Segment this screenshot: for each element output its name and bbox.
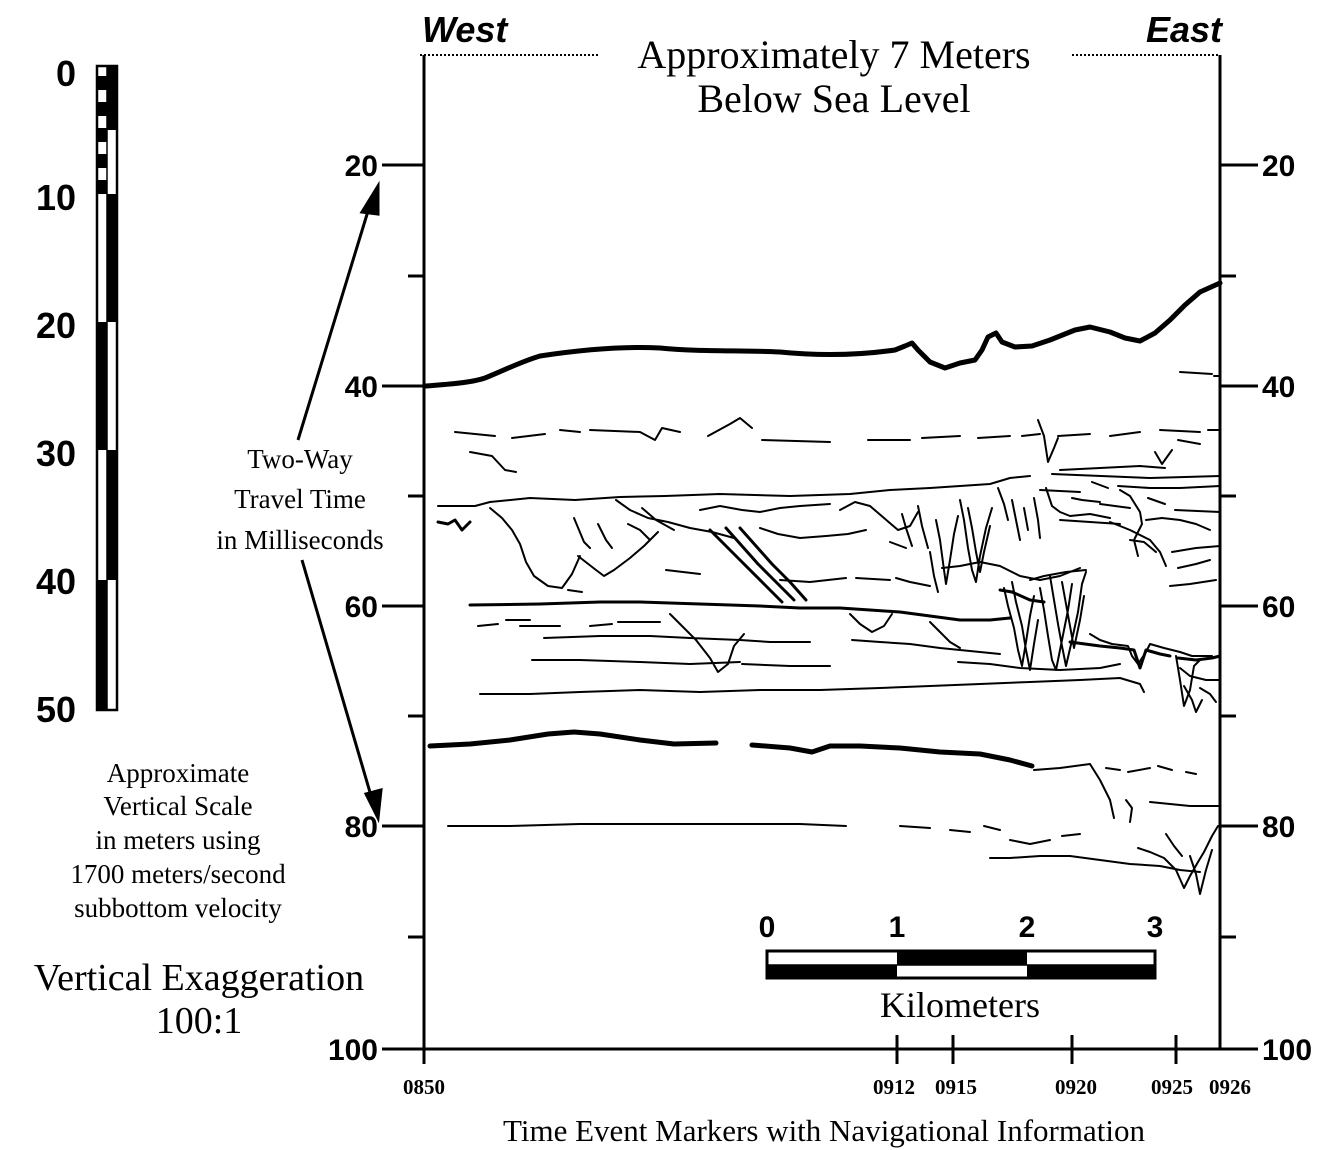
travel-time-tick-right: 60: [1262, 591, 1295, 624]
travel-time-tick-left: 40: [345, 371, 378, 404]
travel-time-tick-right: 20: [1262, 150, 1295, 183]
meter-caption-line: subbottom velocity: [74, 893, 282, 923]
meter-tick-10: 10: [36, 177, 76, 218]
travel-time-label-line: in Milliseconds: [216, 525, 383, 555]
exaggeration-ratio: 100:1: [156, 1000, 243, 1042]
time-marker-label: 0926: [1209, 1075, 1251, 1099]
travel-time-tick-left: 20: [345, 150, 378, 183]
exaggeration-label: Vertical Exaggeration: [34, 957, 364, 999]
travel-time-tick-left: 100: [328, 1034, 378, 1067]
meter-tick-40: 40: [36, 561, 76, 602]
travel-time-tick-left: 80: [345, 811, 378, 844]
travel-time-label-line: Two-Way: [247, 444, 353, 474]
km-unit-label: Kilometers: [880, 985, 1040, 1025]
meter-bar-segment: [97, 580, 107, 710]
meter-tick-0: 0: [56, 53, 76, 94]
km-tick: 1: [889, 911, 906, 944]
meter-tick-30: 30: [36, 433, 76, 474]
time-marker-label: 0912: [873, 1075, 915, 1099]
travel-time-tick-right: 80: [1262, 811, 1295, 844]
travel-time-label-line: Travel Time: [234, 484, 366, 514]
meter-scale: [95, 64, 119, 712]
meter-bar-segment: [97, 128, 107, 142]
meter-caption-line: 1700 meters/second: [70, 859, 286, 889]
meter-bar-segment: [97, 102, 107, 116]
title-line-1: Approximately 7 Meters: [637, 32, 1030, 77]
time-marker-label: 0920: [1055, 1075, 1097, 1099]
meter-bar-segment: [97, 322, 107, 450]
meter-tick-50: 50: [36, 689, 76, 730]
km-scale-bar: [765, 949, 1157, 980]
title-line-2: Below Sea Level: [697, 76, 970, 121]
meter-bar-segment: [107, 450, 117, 580]
meter-bar-segment: [97, 76, 107, 90]
meter-bar-segment: [97, 154, 107, 168]
travel-time-tick-right: 100: [1262, 1034, 1312, 1067]
time-marker-label: 0925: [1151, 1075, 1193, 1099]
seafloor-reflector: [423, 280, 1223, 389]
meter-bar-segment: [107, 194, 117, 322]
time-marker-label: 0850: [403, 1075, 445, 1099]
seismic-reflectors: [423, 280, 1223, 895]
right-ticks: [1220, 163, 1258, 1051]
travel-time-tick-right: 40: [1262, 371, 1295, 404]
km-tick: 2: [1019, 911, 1036, 944]
east-label: East: [1146, 9, 1224, 50]
meter-bar-segment: [107, 66, 117, 130]
meter-bar-segment: [97, 180, 107, 194]
travel-time-arrows: [296, 180, 383, 824]
meter-caption-line: in meters using: [96, 825, 261, 855]
meter-caption-line: Approximate: [107, 758, 249, 788]
time-marker-label: 0915: [935, 1075, 977, 1099]
meter-caption-line: Vertical Scale: [103, 791, 252, 821]
time-marker-caption: Time Event Markers with Navigational Inf…: [503, 1113, 1145, 1148]
time-marker-ticks: [422, 1035, 1178, 1064]
meter-tick-20: 20: [36, 305, 76, 346]
km-tick: 3: [1147, 911, 1164, 944]
left-ticks: [382, 163, 424, 1051]
travel-time-tick-left: 60: [345, 591, 378, 624]
km-tick: 0: [759, 911, 776, 944]
west-label: West: [422, 9, 509, 50]
